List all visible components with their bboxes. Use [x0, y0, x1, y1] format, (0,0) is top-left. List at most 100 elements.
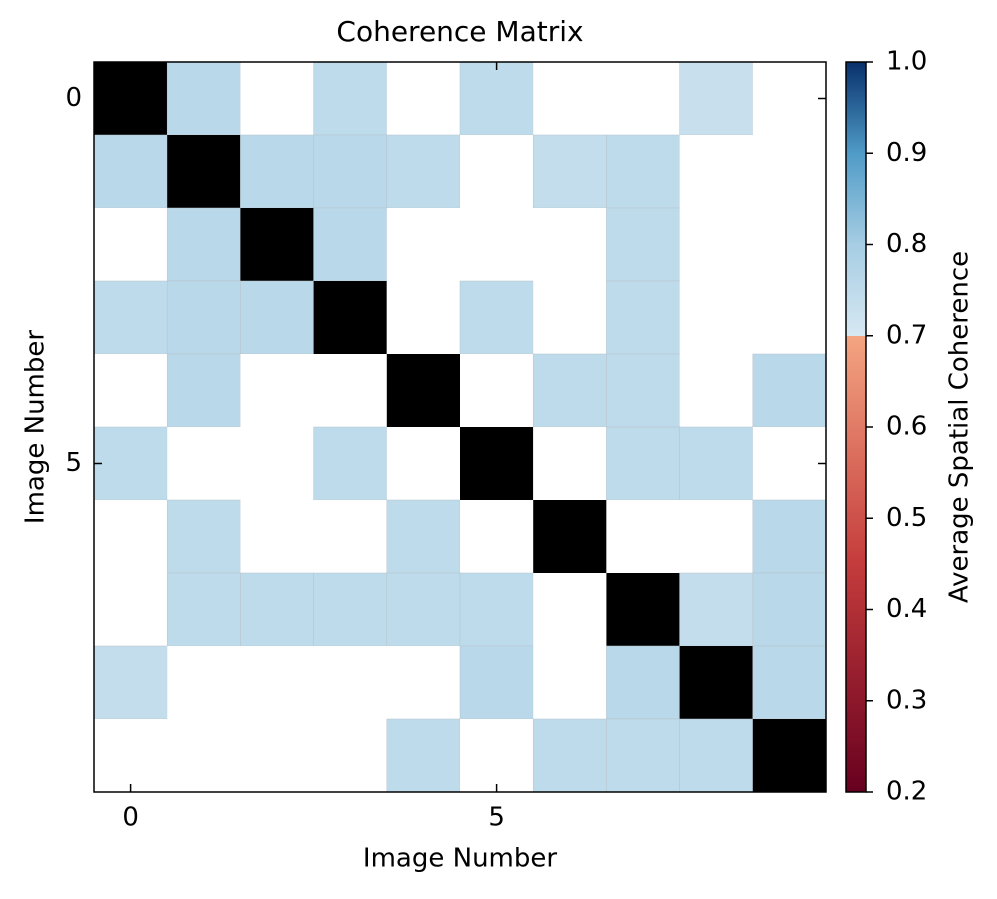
colorbar-tick-label: 0.4: [886, 594, 927, 624]
heatmap-cell: [679, 572, 754, 647]
diagonal-cell: [313, 281, 387, 354]
y-axis-label: Image Number: [21, 330, 51, 524]
empty-cell: [533, 573, 607, 646]
heatmap-cell: [459, 645, 534, 720]
empty-cell: [752, 62, 826, 135]
empty-cell: [533, 208, 607, 281]
empty-cell: [533, 62, 607, 135]
empty-cell: [313, 354, 387, 427]
colorbar-tick-label: 0.8: [886, 229, 927, 259]
diagonal-cell: [752, 719, 826, 792]
colorbar-tick-label: 0.2: [886, 777, 927, 807]
heatmap-cell: [313, 426, 388, 501]
empty-cell: [313, 719, 387, 792]
heatmap-cell: [532, 134, 607, 209]
x-tick-label: 0: [122, 803, 139, 833]
empty-cell: [752, 427, 826, 500]
heatmap-cell: [606, 207, 680, 282]
heatmap-cell: [166, 499, 241, 574]
heatmap-cell: [93, 280, 168, 355]
colorbar-label: Average Spatial Coherence: [945, 251, 975, 603]
heatmap-cell: [313, 61, 388, 136]
heatmap-cell: [752, 572, 827, 647]
heatmap-cell: [166, 572, 241, 647]
diagonal-cell: [606, 573, 680, 646]
empty-cell: [533, 427, 607, 500]
empty-cell: [460, 500, 534, 573]
heatmap-cell: [386, 134, 461, 209]
heatmap-cell: [606, 134, 680, 209]
heatmap-cell: [532, 718, 607, 793]
empty-cell: [679, 208, 753, 281]
heatmap-cell: [386, 718, 461, 793]
empty-cell: [240, 62, 314, 135]
heatmap-cell: [93, 645, 168, 720]
heatmap-cell: [166, 61, 241, 136]
colorbar-tick-label: 0.9: [886, 138, 927, 168]
heatmap-cell: [606, 426, 680, 501]
empty-cell: [533, 281, 607, 354]
colorbar-tick-label: 0.5: [886, 503, 927, 533]
empty-cell: [460, 354, 534, 427]
empty-cell: [386, 646, 460, 719]
empty-cell: [460, 135, 534, 208]
empty-cell: [386, 208, 460, 281]
empty-cell: [167, 646, 241, 719]
colorbar-tick-label: 1.0: [886, 47, 927, 77]
heatmap-cell: [606, 645, 680, 720]
empty-cell: [94, 500, 168, 573]
empty-cell: [167, 719, 241, 792]
heatmap-cell: [752, 645, 827, 720]
empty-cell: [386, 281, 460, 354]
empty-cell: [752, 135, 826, 208]
diagonal-cell: [240, 208, 314, 281]
heatmap-cell: [386, 572, 461, 647]
heatmap-cell: [679, 61, 754, 136]
diagonal-cell: [94, 62, 168, 135]
empty-cell: [679, 354, 753, 427]
heatmap-cell: [679, 426, 754, 501]
diagonal-cell: [167, 135, 241, 208]
empty-cell: [167, 427, 241, 500]
empty-cell: [460, 208, 534, 281]
empty-cell: [313, 500, 387, 573]
empty-cell: [240, 719, 314, 792]
heatmap-cell: [606, 353, 680, 428]
empty-cell: [679, 500, 753, 573]
heatmap-cell: [240, 280, 314, 355]
diagonal-cell: [386, 354, 460, 427]
empty-cell: [533, 646, 607, 719]
heatmap-cell: [679, 718, 754, 793]
heatmap-cell: [459, 280, 534, 355]
heatmap-cell: [166, 353, 241, 428]
heatmap-cell: [459, 572, 534, 647]
empty-cell: [679, 135, 753, 208]
heatmap-cell: [93, 134, 168, 209]
heatmap-cell: [386, 499, 461, 574]
colorbar-tick-label: 0.7: [886, 320, 927, 350]
diagonal-cell: [533, 500, 607, 573]
heatmap-cell: [240, 134, 314, 209]
empty-cell: [386, 62, 460, 135]
empty-cell: [313, 646, 387, 719]
heatmap-cell: [532, 353, 607, 428]
empty-cell: [386, 427, 460, 500]
colorbar-tick-label: 0.6: [886, 412, 927, 442]
heatmap-cell: [166, 207, 241, 282]
diagonal-cell: [460, 427, 534, 500]
plot-frame: [93, 61, 827, 793]
heatmap-cell: [93, 426, 168, 501]
heatmap-cell: [606, 280, 680, 355]
empty-cell: [94, 573, 168, 646]
heatmap-cell: [240, 572, 314, 647]
empty-cell: [460, 719, 534, 792]
heatmap-cell: [313, 207, 388, 282]
empty-cell: [240, 427, 314, 500]
x-axis-label: Image Number: [363, 844, 557, 874]
empty-cell: [606, 62, 680, 135]
empty-cell: [752, 281, 826, 354]
y-tick-label: 5: [65, 448, 82, 478]
heatmap-cell: [459, 61, 534, 136]
diagonal-cell: [679, 646, 753, 719]
